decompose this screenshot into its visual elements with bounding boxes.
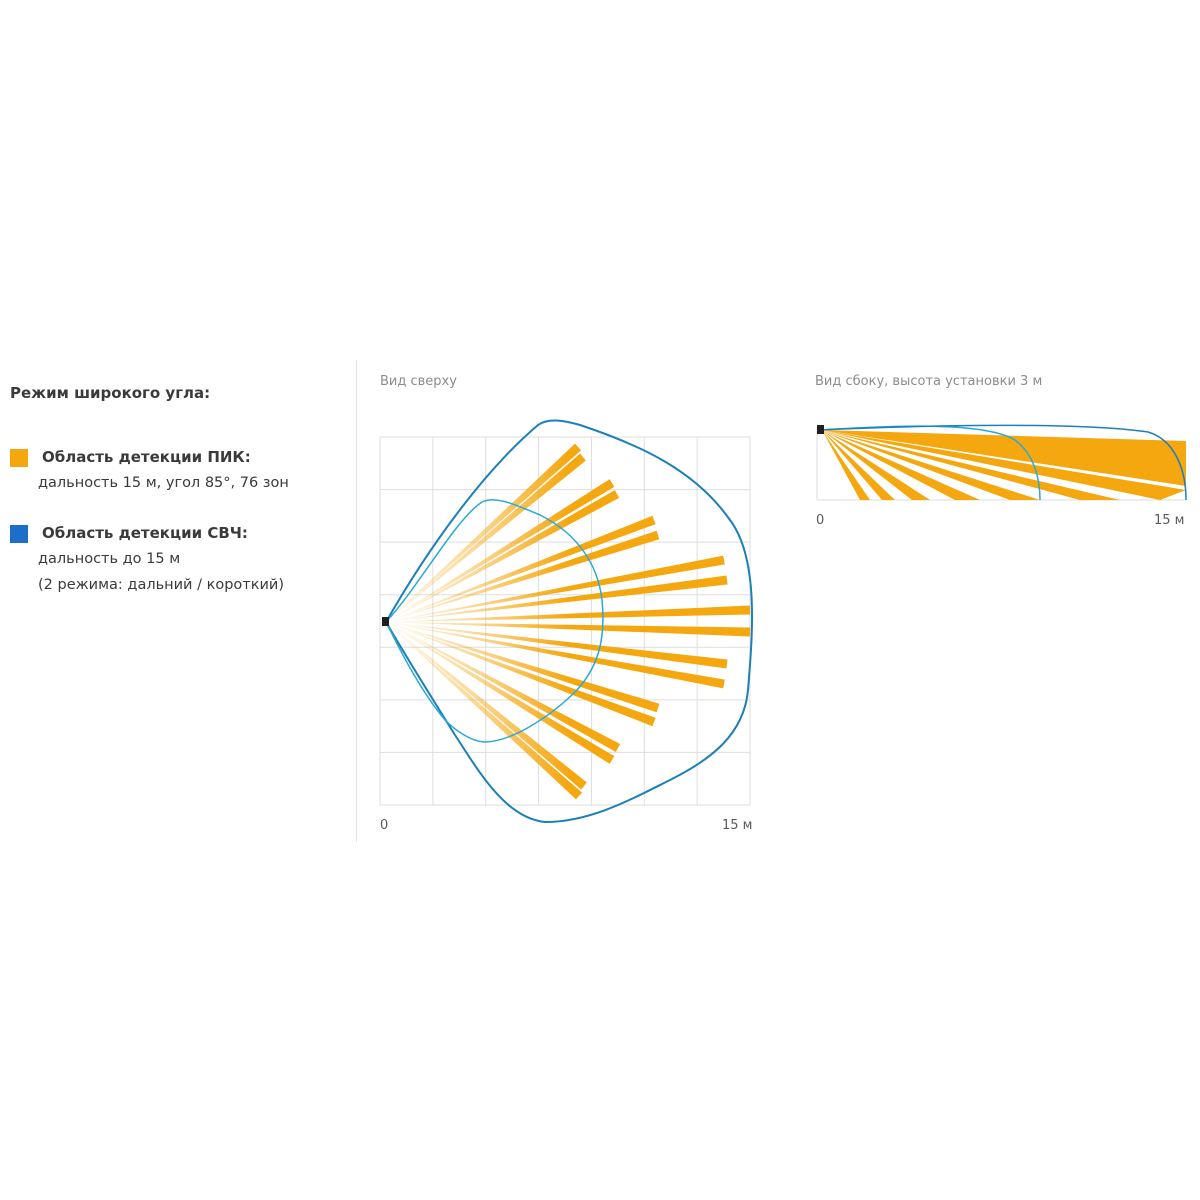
- side-view: [816, 424, 1187, 501]
- device-top-view: [382, 617, 389, 626]
- top-view-axis-start: 0: [380, 818, 389, 833]
- side-pir-band: [822, 430, 895, 500]
- top-view-title: Вид сверху: [380, 374, 457, 389]
- side-view-title: Вид сбоку, высота установки 3 м: [815, 374, 1043, 389]
- pir-ray: [386, 622, 728, 669]
- pir-heading: Область детекции ПИК:: [42, 448, 251, 466]
- pir-ray: [386, 622, 751, 637]
- mw-short-range-outline: [385, 499, 604, 743]
- mw-heading: Область детекции СВЧ:: [42, 524, 248, 542]
- legend-item-pir: Область детекции ПИК: дальность 15 м, уг…: [10, 444, 340, 496]
- side-pir-band: [822, 430, 1040, 500]
- pir-description: дальность 15 м, угол 85°, 76 зон: [38, 475, 289, 491]
- top-view-pir-rays: [386, 443, 751, 800]
- legend-item-mw: Область детекции СВЧ: дальность до 15 м …: [10, 520, 340, 598]
- mw-description: дальность до 15 м: [38, 551, 181, 567]
- device-side-view: [817, 425, 824, 434]
- pir-ray: [386, 530, 660, 622]
- side-pir-band: [822, 430, 1186, 486]
- side-pir-band: [822, 430, 980, 500]
- pir-ray: [386, 622, 587, 790]
- pir-ray: [386, 622, 615, 764]
- side-pir-band: [822, 430, 930, 500]
- side-mw-long-range: [819, 424, 1187, 501]
- side-view-pir-rays: [822, 430, 1186, 500]
- side-pir-band: [822, 430, 1186, 500]
- top-view-grid: [379, 436, 751, 806]
- pir-color-swatch: [10, 449, 28, 467]
- pir-ray: [386, 622, 583, 800]
- side-view-axis-end: 15 м: [1154, 513, 1185, 528]
- legend-title: Режим широкого угла:: [10, 384, 211, 402]
- pir-ray: [386, 622, 725, 689]
- side-pir-band: [822, 430, 1120, 500]
- pir-ray: [386, 605, 751, 622]
- pir-ray: [386, 490, 620, 622]
- mw-long-range-outline: [384, 419, 754, 824]
- pir-ray: [386, 515, 656, 622]
- pir-ray: [386, 453, 586, 622]
- pir-ray: [386, 575, 728, 622]
- side-view-axis-start: 0: [816, 513, 825, 528]
- mw-color-swatch: [10, 525, 28, 543]
- legend: Режим широкого угла: Область детекции ПИ…: [10, 380, 340, 622]
- side-pir-band: [822, 430, 870, 500]
- pir-ray: [386, 555, 725, 622]
- pir-ray: [386, 622, 656, 727]
- pir-ray: [386, 622, 621, 752]
- divider: [356, 360, 357, 842]
- pir-ray: [386, 622, 660, 713]
- mw-modes: (2 режима: дальний / короткий): [38, 577, 284, 593]
- pir-ray: [386, 443, 582, 622]
- top-view-axis-end: 15 м: [722, 818, 753, 833]
- pir-ray: [386, 479, 615, 622]
